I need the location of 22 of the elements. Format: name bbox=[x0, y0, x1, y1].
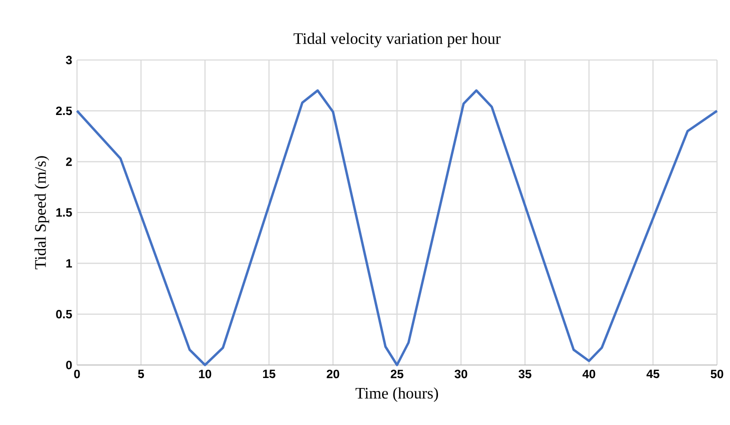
x-tick-label: 50 bbox=[710, 370, 724, 378]
y-tick-label: 1 bbox=[66, 259, 72, 268]
y-tick-label: 0 bbox=[66, 360, 72, 370]
x-axis-title: Time (hours) bbox=[356, 387, 438, 402]
line-series bbox=[76, 89, 718, 366]
x-tick-label: 5 bbox=[138, 370, 144, 378]
y-tick-label: 3 bbox=[66, 56, 72, 64]
y-axis-title: Tidal Speed (m/s) bbox=[34, 156, 50, 270]
y-tick-label: 2.5 bbox=[56, 106, 72, 116]
x-tick-label: 15 bbox=[263, 370, 276, 378]
x-tick-label: 0 bbox=[74, 370, 80, 378]
x-tick-label: 20 bbox=[326, 370, 340, 378]
x-tick-label: 40 bbox=[582, 370, 596, 378]
chart-title: Tidal velocity variation per hour bbox=[294, 32, 501, 48]
y-tick-label: 2 bbox=[66, 157, 72, 166]
x-tick-label: 45 bbox=[646, 370, 660, 378]
y-tick-label: 0.5 bbox=[56, 310, 72, 318]
x-tick-label: 25 bbox=[390, 370, 404, 378]
x-tick-label: 30 bbox=[454, 370, 468, 378]
y-tick-label: 1.5 bbox=[56, 208, 72, 217]
x-tick-label: 10 bbox=[199, 370, 212, 378]
x-tick-label: 35 bbox=[518, 370, 532, 378]
